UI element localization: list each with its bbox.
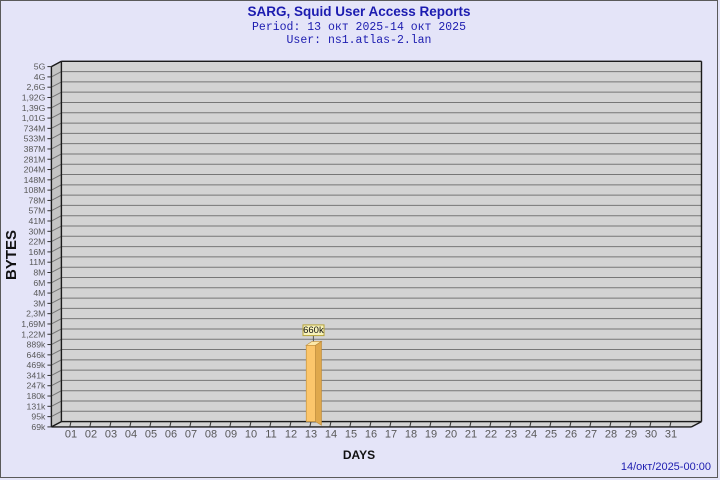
svg-text:41M: 41M <box>28 216 45 226</box>
svg-text:1,92G: 1,92G <box>22 92 46 102</box>
svg-text:387M: 387M <box>24 144 46 154</box>
svg-text:8M: 8M <box>33 267 45 277</box>
svg-text:1,39G: 1,39G <box>22 103 46 113</box>
svg-text:1,69M: 1,69M <box>21 319 45 329</box>
svg-text:07: 07 <box>185 429 197 441</box>
svg-text:15: 15 <box>345 429 357 441</box>
svg-text:4M: 4M <box>33 288 45 298</box>
svg-text:247k: 247k <box>27 381 46 391</box>
svg-text:131k: 131k <box>27 401 46 411</box>
svg-text:469k: 469k <box>27 360 46 370</box>
svg-text:26: 26 <box>565 429 577 441</box>
svg-text:10: 10 <box>245 429 257 441</box>
svg-text:180k: 180k <box>27 391 46 401</box>
svg-text:95k: 95k <box>31 412 46 422</box>
svg-text:11M: 11M <box>29 257 45 267</box>
svg-text:734M: 734M <box>24 123 46 133</box>
svg-text:08: 08 <box>205 429 217 441</box>
svg-text:28: 28 <box>605 429 617 441</box>
svg-text:21: 21 <box>465 429 477 441</box>
svg-text:204M: 204M <box>24 165 46 175</box>
svg-text:3M: 3M <box>33 298 45 308</box>
svg-text:22M: 22M <box>28 237 45 247</box>
svg-text:12: 12 <box>285 429 297 441</box>
svg-text:1,01G: 1,01G <box>22 113 46 123</box>
svg-text:30M: 30M <box>28 226 45 236</box>
svg-text:22: 22 <box>485 429 497 441</box>
svg-text:01: 01 <box>65 429 77 441</box>
svg-text:09: 09 <box>225 429 237 441</box>
svg-text:57M: 57M <box>28 206 45 216</box>
svg-text:6M: 6M <box>33 278 45 288</box>
svg-text:5G: 5G <box>34 62 46 72</box>
svg-text:20: 20 <box>445 429 457 441</box>
svg-text:03: 03 <box>105 429 117 441</box>
svg-text:31: 31 <box>665 429 677 441</box>
svg-text:341k: 341k <box>27 370 46 380</box>
svg-text:02: 02 <box>85 429 97 441</box>
svg-text:23: 23 <box>505 429 517 441</box>
svg-text:69k: 69k <box>31 422 46 432</box>
svg-text:889k: 889k <box>27 340 46 350</box>
svg-text:17: 17 <box>385 429 397 441</box>
svg-text:2,3M: 2,3M <box>26 309 45 319</box>
svg-text:11: 11 <box>265 429 276 441</box>
svg-text:06: 06 <box>165 429 177 441</box>
svg-text:19: 19 <box>425 429 437 441</box>
svg-text:281M: 281M <box>24 154 46 164</box>
svg-text:646k: 646k <box>27 350 46 360</box>
svg-text:13: 13 <box>305 429 317 441</box>
svg-text:1,22M: 1,22M <box>21 329 45 339</box>
svg-text:14: 14 <box>325 429 337 441</box>
svg-text:29: 29 <box>625 429 637 441</box>
svg-text:30: 30 <box>645 429 657 441</box>
svg-text:4G: 4G <box>34 72 46 82</box>
svg-text:660k: 660k <box>303 325 324 336</box>
svg-text:05: 05 <box>145 429 157 441</box>
svg-text:533M: 533M <box>24 134 46 144</box>
svg-text:148M: 148M <box>24 175 46 185</box>
svg-text:04: 04 <box>125 429 137 441</box>
svg-text:18: 18 <box>405 429 417 441</box>
svg-text:2,6G: 2,6G <box>27 82 46 92</box>
svg-text:78M: 78M <box>28 195 45 205</box>
svg-text:25: 25 <box>545 429 557 441</box>
svg-text:24: 24 <box>525 429 537 441</box>
svg-text:16: 16 <box>365 429 377 441</box>
svg-text:108M: 108M <box>24 185 46 195</box>
svg-text:27: 27 <box>585 429 597 441</box>
svg-text:16M: 16M <box>28 247 45 257</box>
